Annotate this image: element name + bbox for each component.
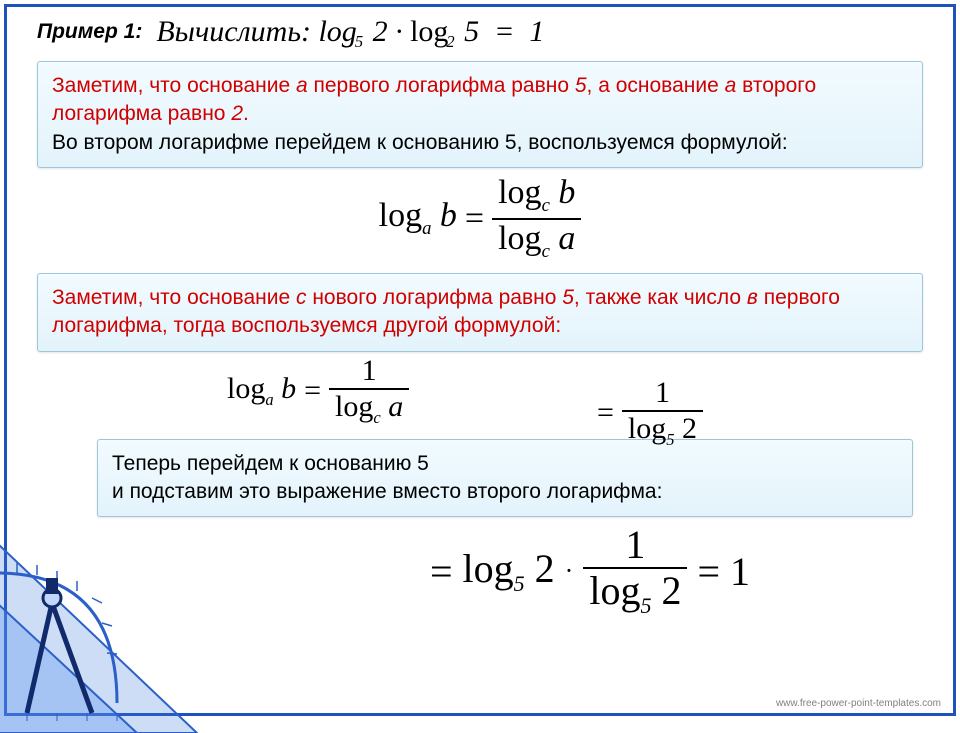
t: log (335, 390, 373, 423)
box2-line1: Заметим, что основание с нового логарифм… (52, 286, 840, 337)
t: 2 (231, 102, 243, 125)
t: 2 (535, 546, 555, 591)
example-label: Пример 1: (37, 20, 142, 44)
compute-expression: Вычислить: log5 2 · log2 5 = 1 (156, 15, 544, 49)
t: log (589, 568, 640, 613)
t: = (597, 396, 614, 430)
t: = (465, 200, 484, 238)
t: 2 (682, 412, 697, 445)
box3-line1: Теперь перейдем к основанию 5 (112, 452, 429, 475)
explanation-box-2: Заметим, что основание с нового логарифм… (37, 273, 923, 352)
box1-line2: Во втором логарифме перейдем к основанию… (52, 131, 788, 154)
eq: = (494, 15, 514, 48)
t: 1 (619, 523, 651, 567)
t: b (558, 174, 575, 211)
t: , а основание (587, 74, 725, 97)
result: 1 (529, 15, 544, 48)
t: нового логарифма равно (306, 286, 562, 309)
t: log (463, 546, 514, 591)
t: 5 (640, 593, 651, 618)
formula-1: loga b = logc b logc a (37, 174, 923, 263)
t: , также как число (574, 286, 747, 309)
t: log (227, 372, 265, 405)
t: 5 (562, 286, 574, 309)
t: 5 (514, 571, 525, 596)
t: c (373, 408, 380, 427)
fraction-1: logc b logc a (492, 174, 581, 263)
t: a (558, 220, 575, 257)
t: b (281, 372, 296, 405)
t: log (628, 412, 666, 445)
t: = (697, 548, 720, 595)
fraction-2b: 1 log5 2 (622, 376, 703, 451)
t: a (265, 390, 273, 409)
t: в (747, 286, 758, 309)
t: c (542, 195, 550, 216)
t: = (304, 374, 321, 408)
colon-log: : log (301, 15, 357, 48)
template-credit: www.free-power-point-templates.com (776, 698, 941, 709)
t: b (440, 197, 457, 234)
t: 1 (356, 354, 383, 388)
t: первого логарифма равно (308, 74, 575, 97)
t: c (542, 240, 550, 261)
t: 1 (649, 376, 676, 410)
t: log (498, 220, 541, 257)
t: · (565, 556, 574, 586)
t: 5 (575, 74, 587, 97)
t: = (430, 548, 453, 595)
t: 2 (661, 568, 681, 613)
arg2: 5 (464, 15, 479, 48)
formula-final: = log5 2 · 1 log5 2 = 1 (37, 523, 923, 619)
formula-2: loga b = 1 logc a = 1 log5 2 (37, 358, 923, 433)
header: Пример 1: Вычислить: log5 2 · log2 5 = 1 (37, 15, 923, 49)
compute-word: Вычислить (156, 15, 301, 48)
t: log (379, 197, 422, 234)
t: а (725, 74, 737, 97)
t: 1 (730, 548, 750, 595)
base1: 5 (355, 32, 363, 51)
log2: log (410, 15, 448, 48)
t: a (388, 390, 403, 423)
base2: 2 (446, 32, 454, 51)
box1-line1: Заметим, что основание а первого логариф… (52, 74, 816, 125)
t: log (498, 174, 541, 211)
t: Заметим, что основание (52, 286, 296, 309)
explanation-box-3: Теперь перейдем к основанию 5 и подстави… (97, 439, 913, 518)
t: a (422, 218, 431, 239)
dot: · (395, 15, 403, 48)
fraction-2a: 1 logc a (329, 354, 409, 429)
t: 5 (666, 430, 674, 449)
box3-line2: и подставим это выражение вместо второго… (112, 480, 662, 503)
explanation-box-1: Заметим, что основание а первого логариф… (37, 61, 923, 168)
t: Заметим, что основание (52, 74, 296, 97)
t: . (243, 102, 249, 125)
t: с (296, 286, 307, 309)
arg1: 2 (373, 15, 388, 48)
fraction-final: 1 log5 2 (583, 523, 687, 619)
t: а (296, 74, 308, 97)
